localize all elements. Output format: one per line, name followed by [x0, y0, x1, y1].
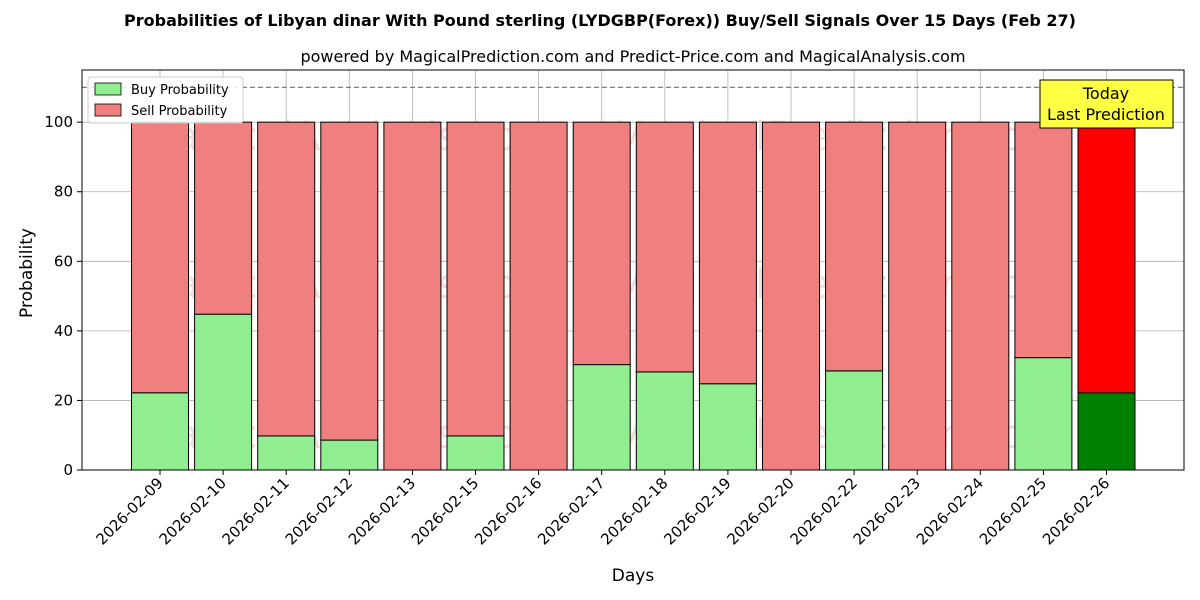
y-tick-label: 60 [54, 252, 73, 270]
y-tick-label: 20 [54, 391, 73, 409]
bar-sell [1014, 121, 1073, 359]
bars [131, 121, 1136, 471]
bar-buy [572, 364, 631, 471]
x-tick-label: 2026-02-24 [913, 474, 987, 548]
plot-frame [81, 69, 1185, 471]
annotation-line2: Last Prediction [1047, 105, 1165, 124]
bar-buy [320, 439, 379, 471]
bar-buy [446, 435, 505, 471]
bar-sell [572, 121, 631, 366]
bar-sell [509, 121, 568, 471]
bar-buy [635, 371, 694, 471]
y-tick-label: 0 [63, 461, 73, 479]
x-tick-label: 2026-02-16 [471, 474, 545, 548]
bar-sell [383, 121, 442, 471]
legend-frame [87, 76, 244, 124]
bar-sell [635, 121, 694, 373]
legend-label-sell: Sell Probability [131, 104, 228, 119]
x-tick-label: 2026-02-15 [408, 474, 482, 548]
x-tick-label: 2026-02-18 [597, 474, 671, 548]
bar-buy [825, 370, 884, 471]
legend-label-buy: Buy Probability [131, 83, 229, 98]
bar-buy [1077, 392, 1136, 471]
bar-sell [194, 121, 253, 315]
bar-sell [131, 121, 189, 394]
bar-sell [762, 121, 820, 471]
annotation-box [1039, 79, 1174, 129]
x-tick-label: 2026-02-19 [660, 474, 734, 548]
legend-swatch-buy [94, 82, 122, 96]
y-tick-label: 80 [54, 183, 73, 201]
x-tick-label: 2026-02-26 [1039, 474, 1113, 548]
bar-buy [1014, 357, 1073, 471]
y-tick-label: 100 [44, 113, 73, 131]
x-tick-label: 2026-02-13 [345, 474, 419, 548]
y-ticks: 0 20 40 60 80 100 [44, 113, 82, 479]
bar-sell [698, 121, 757, 385]
today-annotation: Today Last Prediction [1039, 79, 1174, 129]
legend: Buy Probability Sell Probability [87, 76, 244, 124]
bar-sell [888, 121, 947, 471]
x-tick-label: 2026-02-17 [534, 474, 608, 548]
bar-sell [446, 121, 505, 437]
legend-swatch-sell [94, 103, 122, 117]
bar-buy [257, 435, 316, 471]
x-tick-label: 2026-02-20 [723, 474, 797, 548]
bar-buy [698, 383, 757, 471]
bar-buy [131, 392, 189, 471]
bar-buy [194, 313, 253, 471]
x-tick-label: 2026-02-22 [787, 474, 861, 548]
x-tick-label: 2026-02-10 [156, 474, 230, 548]
x-tick-label: 2026-02-09 [92, 474, 166, 548]
x-tick-label: 2026-02-12 [282, 474, 356, 548]
x-tick-label: 2026-02-11 [219, 474, 293, 548]
bar-sell [257, 121, 316, 437]
bar-sell [951, 121, 1010, 471]
x-tick-label: 2026-02-23 [850, 474, 924, 548]
y-axis-label: Probability [17, 228, 37, 318]
x-ticks: 2026-02-092026-02-102026-02-112026-02-12… [92, 470, 1113, 548]
annotation-line1: Today [1082, 84, 1129, 103]
chart-subtitle: powered by MagicalPrediction.com and Pre… [300, 47, 965, 66]
bar-sell [825, 121, 884, 372]
y-tick-label: 40 [54, 322, 73, 340]
bar-sell [320, 121, 379, 441]
x-tick-label: 2026-02-25 [976, 474, 1050, 548]
chart-title: Probabilities of Libyan dinar With Pound… [124, 11, 1076, 30]
x-axis-label: Days [612, 566, 655, 586]
bar-sell [1077, 121, 1136, 394]
